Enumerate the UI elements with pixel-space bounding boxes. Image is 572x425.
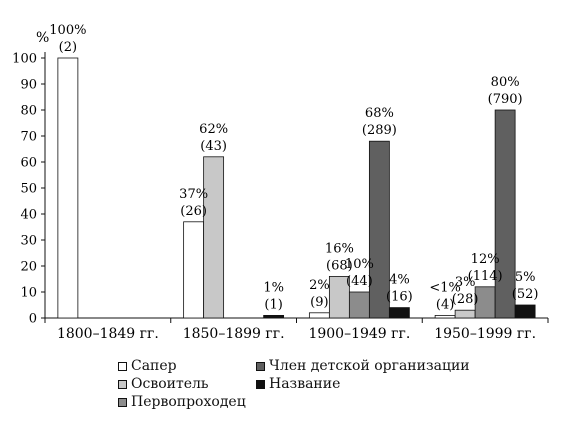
legend-item-nazvanie: Название [256, 376, 340, 392]
y-axis-unit-label: % [36, 30, 49, 46]
y-tick-label: 60 [20, 156, 37, 171]
legend-item-chlen: Член детской организации [256, 358, 470, 374]
x-category-label: 1850–1899 гг. [183, 326, 285, 342]
legend-item-saper: Сапер [118, 358, 177, 374]
y-tick-label: 40 [20, 208, 37, 223]
bar [388, 307, 410, 319]
bar-count-label: (4) [436, 297, 454, 312]
x-category-label: 1950–1999 гг. [434, 326, 536, 342]
bar-count-label: (52) [512, 287, 539, 302]
axes: 0 10 20 30 40 50 60 70 80 90 100 1800–1849 гг. 1850–… [12, 52, 549, 342]
bar-labels: 100% (2) 37% (26) 62% (43) 1% (1) 2% (9) 16% (68)10… [49, 23, 538, 312]
bar-count-label: (790) [488, 92, 523, 107]
bar [348, 291, 370, 319]
bar-percent-label: 16% [325, 241, 354, 256]
legend-swatch-chlen [256, 361, 265, 371]
legend-swatch-nazvanie [256, 379, 265, 389]
bar [183, 221, 205, 319]
bar [494, 109, 516, 319]
bar [514, 304, 536, 319]
y-tick-label: 20 [20, 260, 37, 275]
y-tick-label: 100 [12, 52, 37, 67]
bar-count-label: (28) [452, 292, 479, 307]
bar-count-label: (114) [468, 269, 503, 284]
bar-percent-label: 100% [49, 23, 86, 38]
bar [454, 309, 476, 319]
bar-percent-label: 3% [455, 275, 476, 290]
legend: Сапер Освоитель Первопроходец Член детск… [118, 358, 538, 414]
bar-percent-label: 1% [263, 280, 284, 295]
y-tick-label: 50 [20, 182, 37, 197]
bar-percent-label: 62% [199, 122, 228, 137]
bar-percent-label: 5% [515, 270, 536, 285]
bar-percent-label: <1% [429, 280, 461, 295]
legend-label-pervoprokhodets: Первопроходец [131, 394, 246, 410]
bar-percent-label: 68% [365, 106, 394, 121]
bar [263, 314, 285, 319]
legend-item-osvoitel: Освоитель [118, 376, 209, 392]
bar-count-label: (16) [386, 290, 413, 305]
bar-count-label: (1) [264, 297, 282, 312]
y-tick-label: 70 [20, 130, 37, 145]
bar-count-label: (43) [200, 139, 227, 154]
bar-percent-label: 37% [179, 187, 208, 202]
bar [368, 140, 390, 319]
bar [203, 156, 225, 319]
bars [57, 57, 536, 319]
bar-count-label: (26) [180, 204, 207, 219]
y-tick-label: 80 [20, 104, 37, 119]
legend-swatch-osvoitel [118, 379, 127, 389]
bar-percent-label: 4% [389, 273, 410, 288]
y-tick-label: 30 [20, 234, 37, 249]
y-tick-label: 10 [20, 286, 37, 301]
bar-count-label: (68) [326, 258, 353, 273]
legend-swatch-pervoprokhodets [118, 397, 127, 407]
bar-percent-label: 10% [345, 257, 374, 272]
bar-percent-label: 2% [309, 278, 330, 293]
legend-label-osvoitel: Освоитель [131, 376, 209, 392]
legend-label-chlen: Член детской организации [269, 358, 470, 374]
legend-swatch-saper [118, 361, 127, 371]
bar-chart: 0 10 20 30 40 50 60 70 80 90 100 1800–1849 гг. 1850–… [12, 23, 549, 342]
bar-count-label: (9) [310, 295, 328, 310]
legend-item-pervoprokhodets: Первопроходец [118, 394, 246, 410]
legend-label-saper: Сапер [131, 358, 177, 374]
bar-percent-label: 12% [471, 252, 500, 267]
bar [308, 312, 330, 319]
x-category-label: 1900–1949 гг. [308, 326, 410, 342]
legend-label-nazvanie: Название [269, 376, 341, 392]
bar-count-label: (289) [362, 123, 397, 138]
bar-count-label: (44) [346, 274, 373, 289]
y-tick-label: 0 [29, 312, 37, 327]
bar-percent-label: 80% [491, 75, 520, 90]
bar-count-label: (2) [59, 40, 77, 55]
bar [434, 314, 456, 319]
y-tick-label: 90 [20, 78, 37, 93]
bar [57, 57, 79, 319]
x-category-label: 1800–1849 гг. [57, 326, 159, 342]
